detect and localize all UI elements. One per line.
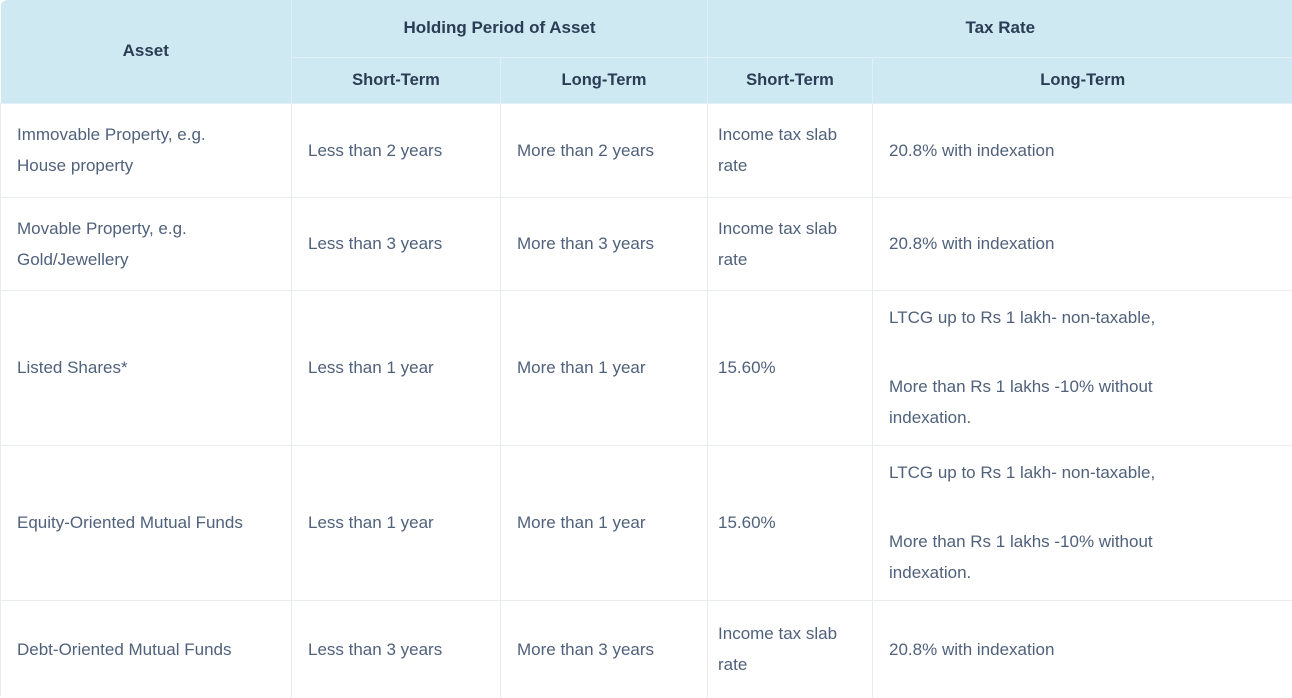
holding-short-value: Less than 3 years xyxy=(308,639,443,659)
subheader-holding-long-term: Long-Term xyxy=(499,56,709,104)
holding-short-cell: Less than 3 years xyxy=(291,196,501,291)
asset-label: Equity-Oriented Mutual Funds xyxy=(17,513,243,532)
asset-cell: Equity-Oriented Mutual Funds xyxy=(0,444,292,601)
holding-long-cell: More than 1 year xyxy=(499,444,709,601)
tax-long-value: 20.8% with indexation xyxy=(889,234,1055,253)
tax-short-value: rate xyxy=(718,655,748,674)
table-row-listed-shares: Listed Shares* Less than 1 year More tha… xyxy=(0,289,1292,446)
holding-long-value: More than 1 year xyxy=(517,513,646,532)
asset-label: Immovable Property, e.g. xyxy=(17,125,206,144)
holding-short-value: Less than 2 years xyxy=(308,140,443,160)
subheader-tax-short-term: Short-Term xyxy=(707,56,874,104)
tax-short-value: Income tax slab xyxy=(718,125,838,144)
tax-short-cell: 15.60% xyxy=(707,444,874,601)
tax-long-cell: 20.8% with indexation xyxy=(872,599,1292,698)
tax-long-cell: 20.8% with indexation xyxy=(872,196,1292,291)
tax-long-value: More than Rs 1 lakhs -10% without indexa… xyxy=(889,377,1153,427)
asset-label: House property xyxy=(17,156,134,175)
table-header: Asset Holding Period of Asset Tax Rate S… xyxy=(0,0,1292,104)
holding-long-cell: More than 3 years xyxy=(499,599,709,698)
tax-short-cell: Income tax slab rate xyxy=(707,196,874,291)
asset-label: Gold/Jewellery xyxy=(17,249,129,269)
header-asset: Asset xyxy=(0,0,292,104)
holding-long-cell: More than 1 year xyxy=(499,289,709,446)
holding-long-cell: More than 2 years xyxy=(499,102,709,198)
asset-cell: Movable Property, e.g. Gold/Jewellery xyxy=(0,196,292,291)
holding-short-value: Less than 1 year xyxy=(308,358,434,377)
holding-long-value: More than 3 years xyxy=(517,639,655,659)
asset-label: Listed Shares* xyxy=(17,358,128,377)
holding-short-cell: Less than 2 years xyxy=(291,102,501,198)
tax-long-value: 20.8% with indexation xyxy=(889,639,1055,659)
tax-short-value: rate xyxy=(718,156,748,175)
tax-short-value: 15.60% xyxy=(718,358,776,377)
tax-long-value: LTCG up to Rs 1 lakh- non-taxable, xyxy=(889,308,1156,327)
holding-short-cell: Less than 3 years xyxy=(291,599,501,698)
asset-label: Debt-Oriented Mutual Funds xyxy=(17,639,232,659)
tax-short-cell: 15.60% xyxy=(707,289,874,446)
tax-short-value: rate xyxy=(718,249,748,269)
tax-short-cell: Income tax slab rate xyxy=(707,102,874,198)
tax-long-value: More than Rs 1 lakhs -10% without indexa… xyxy=(889,532,1153,582)
asset-cell: Immovable Property, e.g. House property xyxy=(0,102,292,198)
tax-short-value: Income tax slab xyxy=(718,218,838,238)
tax-short-value: Income tax slab xyxy=(718,624,838,643)
holding-long-value: More than 2 years xyxy=(517,140,655,160)
holding-long-value: More than 1 year xyxy=(517,358,646,377)
holding-short-value: Less than 3 years xyxy=(308,234,443,253)
holding-long-cell: More than 3 years xyxy=(499,196,709,291)
asset-cell: Debt-Oriented Mutual Funds xyxy=(0,599,292,698)
holding-short-value: Less than 1 year xyxy=(308,513,434,532)
header-group-row: Asset Holding Period of Asset Tax Rate xyxy=(0,0,1292,104)
header-tax-rate-group: Tax Rate xyxy=(707,0,1292,58)
tax-long-value: LTCG up to Rs 1 lakh- non-taxable, xyxy=(889,463,1156,482)
subheader-holding-short-term: Short-Term xyxy=(291,56,501,104)
header-holding-period-group: Holding Period of Asset xyxy=(290,0,709,58)
tax-short-value: 15.60% xyxy=(718,513,776,532)
holding-short-cell: Less than 1 year xyxy=(291,289,501,446)
table-body: Immovable Property, e.g. House property … xyxy=(0,102,1292,698)
tax-long-cell: LTCG up to Rs 1 lakh- non-taxable, More … xyxy=(872,444,1292,601)
table-row-immovable-property: Immovable Property, e.g. House property … xyxy=(0,102,1292,198)
tax-short-cell: Income tax slab rate xyxy=(707,599,874,698)
tax-long-value: 20.8% with indexation xyxy=(889,140,1055,160)
tax-long-cell: 20.8% with indexation xyxy=(872,102,1292,198)
table-row-debt-mutual-funds: Debt-Oriented Mutual Funds Less than 3 y… xyxy=(0,599,1292,698)
asset-cell: Listed Shares* xyxy=(0,289,292,446)
tax-long-cell: LTCG up to Rs 1 lakh- non-taxable, More … xyxy=(872,289,1292,446)
asset-label: Movable Property, e.g. xyxy=(17,218,187,238)
holding-long-value: More than 3 years xyxy=(517,234,655,253)
table-row-equity-mutual-funds: Equity-Oriented Mutual Funds Less than 1… xyxy=(0,444,1292,601)
holding-short-cell: Less than 1 year xyxy=(291,444,501,601)
table-row-movable-property: Movable Property, e.g. Gold/Jewellery Le… xyxy=(0,196,1292,291)
subheader-tax-long-term: Long-Term xyxy=(872,56,1292,104)
